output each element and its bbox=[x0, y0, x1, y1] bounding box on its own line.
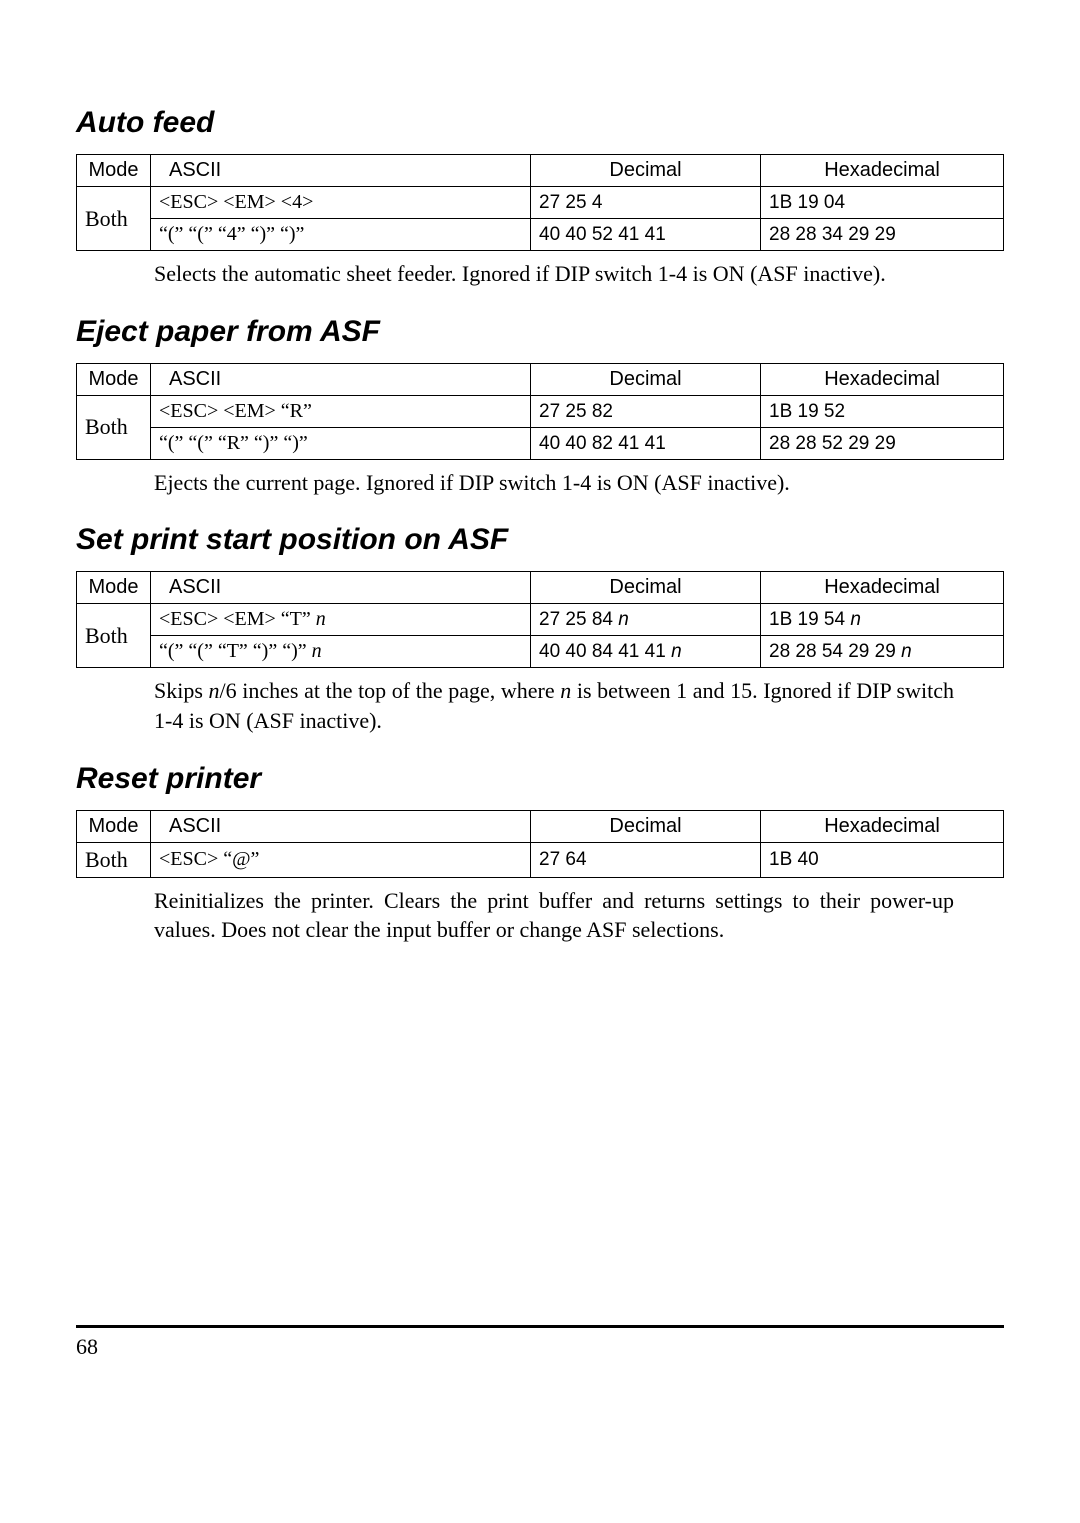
td-hex: 28 28 34 29 29 bbox=[769, 224, 896, 245]
th-hex: Hexadecimal bbox=[761, 363, 1004, 395]
page-number: 68 bbox=[76, 1334, 1004, 1360]
th-decimal: Decimal bbox=[531, 810, 761, 842]
th-decimal: Decimal bbox=[531, 155, 761, 187]
td-hex: 1B 40 bbox=[769, 849, 819, 870]
th-hex: Hexadecimal bbox=[761, 572, 1004, 604]
td-mode: Both bbox=[77, 187, 151, 251]
td-ascii: <ESC> “@” bbox=[151, 842, 531, 877]
td-ascii: <ESC> <EM> “T” n bbox=[151, 604, 531, 636]
td-hex: 1B 19 04 bbox=[769, 192, 845, 213]
th-ascii: ASCII bbox=[151, 572, 531, 604]
section-title-startpos: Set print start position on ASF bbox=[76, 523, 1004, 557]
section-title-auto-feed: Auto feed bbox=[76, 106, 1004, 140]
td-hex: 1B 19 52 bbox=[769, 401, 845, 422]
desc-auto-feed: Selects the automatic sheet feeder. Igno… bbox=[154, 259, 954, 289]
td-hex: 28 28 52 29 29 bbox=[769, 433, 896, 454]
th-ascii: ASCII bbox=[151, 155, 531, 187]
th-decimal: Decimal bbox=[531, 363, 761, 395]
td-dec: 40 40 82 41 41 bbox=[539, 433, 666, 454]
th-ascii: ASCII bbox=[151, 363, 531, 395]
td-mode: Both bbox=[77, 604, 151, 668]
td-mode: Both bbox=[77, 395, 151, 459]
th-hex: Hexadecimal bbox=[761, 810, 1004, 842]
th-decimal: Decimal bbox=[531, 572, 761, 604]
th-mode: Mode bbox=[77, 155, 151, 187]
td-ascii: “(” “(” “T” “)” “)” n bbox=[151, 636, 531, 668]
table-reset: Mode ASCII Decimal Hexadecimal Both <ESC… bbox=[76, 810, 1004, 878]
td-ascii: “(” “(” “R” “)” “)” bbox=[151, 427, 531, 459]
desc-startpos: Skips n/6 inches at the top of the page,… bbox=[154, 676, 954, 735]
desc-reset: Reinitializes the printer. Clears the pr… bbox=[154, 886, 954, 945]
td-dec: 40 40 84 41 41 bbox=[539, 641, 671, 662]
td-hex: 28 28 54 29 29 bbox=[769, 641, 901, 662]
td-dec: 27 25 4 bbox=[539, 192, 602, 213]
footer-rule bbox=[76, 1325, 1004, 1328]
th-mode: Mode bbox=[77, 810, 151, 842]
td-dec: 40 40 52 41 41 bbox=[539, 224, 666, 245]
section-title-reset: Reset printer bbox=[76, 762, 1004, 796]
td-dec: 27 25 84 bbox=[539, 609, 618, 630]
desc-eject: Ejects the current page. Ignored if DIP … bbox=[154, 468, 954, 498]
th-hex: Hexadecimal bbox=[761, 155, 1004, 187]
section-title-eject: Eject paper from ASF bbox=[76, 315, 1004, 349]
td-hex: 1B 19 54 bbox=[769, 609, 850, 630]
td-mode: Both bbox=[77, 842, 151, 877]
td-ascii: <ESC> <EM> <4> bbox=[151, 187, 531, 219]
td-ascii: <ESC> <EM> “R” bbox=[151, 395, 531, 427]
td-dec: 27 25 82 bbox=[539, 401, 613, 422]
table-eject: Mode ASCII Decimal Hexadecimal Both <ESC… bbox=[76, 363, 1004, 460]
td-dec: 27 64 bbox=[539, 849, 587, 870]
th-ascii: ASCII bbox=[151, 810, 531, 842]
th-mode: Mode bbox=[77, 363, 151, 395]
table-startpos: Mode ASCII Decimal Hexadecimal Both <ESC… bbox=[76, 571, 1004, 668]
th-mode: Mode bbox=[77, 572, 151, 604]
table-auto-feed: Mode ASCII Decimal Hexadecimal Both <ESC… bbox=[76, 154, 1004, 251]
td-ascii: “(” “(” “4” “)” “)” bbox=[151, 219, 531, 251]
